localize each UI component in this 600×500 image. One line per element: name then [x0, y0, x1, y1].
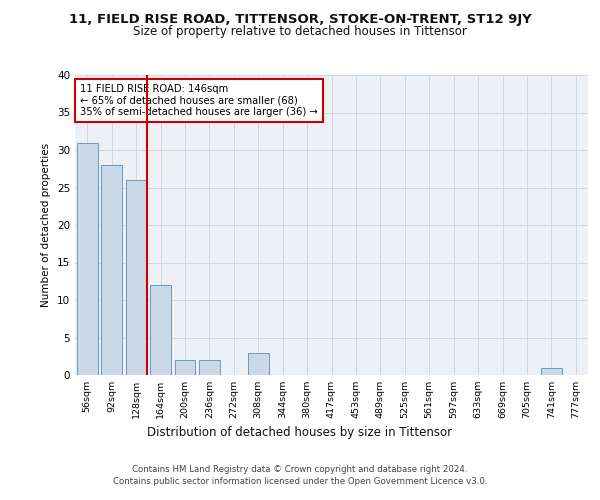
Bar	[541, 368, 562, 375]
Bar	[150, 285, 171, 375]
Text: 11 FIELD RISE ROAD: 146sqm
← 65% of detached houses are smaller (68)
35% of semi: 11 FIELD RISE ROAD: 146sqm ← 65% of deta…	[80, 84, 318, 117]
Text: Distribution of detached houses by size in Tittensor: Distribution of detached houses by size …	[148, 426, 452, 439]
Bar	[125, 180, 146, 375]
Bar	[199, 360, 220, 375]
Text: Contains public sector information licensed under the Open Government Licence v3: Contains public sector information licen…	[113, 476, 487, 486]
Y-axis label: Number of detached properties: Number of detached properties	[41, 143, 52, 307]
Bar	[175, 360, 196, 375]
Bar	[248, 352, 269, 375]
Bar	[77, 142, 98, 375]
Text: Contains HM Land Registry data © Crown copyright and database right 2024.: Contains HM Land Registry data © Crown c…	[132, 466, 468, 474]
Text: Size of property relative to detached houses in Tittensor: Size of property relative to detached ho…	[133, 25, 467, 38]
Bar	[101, 165, 122, 375]
Text: 11, FIELD RISE ROAD, TITTENSOR, STOKE-ON-TRENT, ST12 9JY: 11, FIELD RISE ROAD, TITTENSOR, STOKE-ON…	[68, 12, 532, 26]
